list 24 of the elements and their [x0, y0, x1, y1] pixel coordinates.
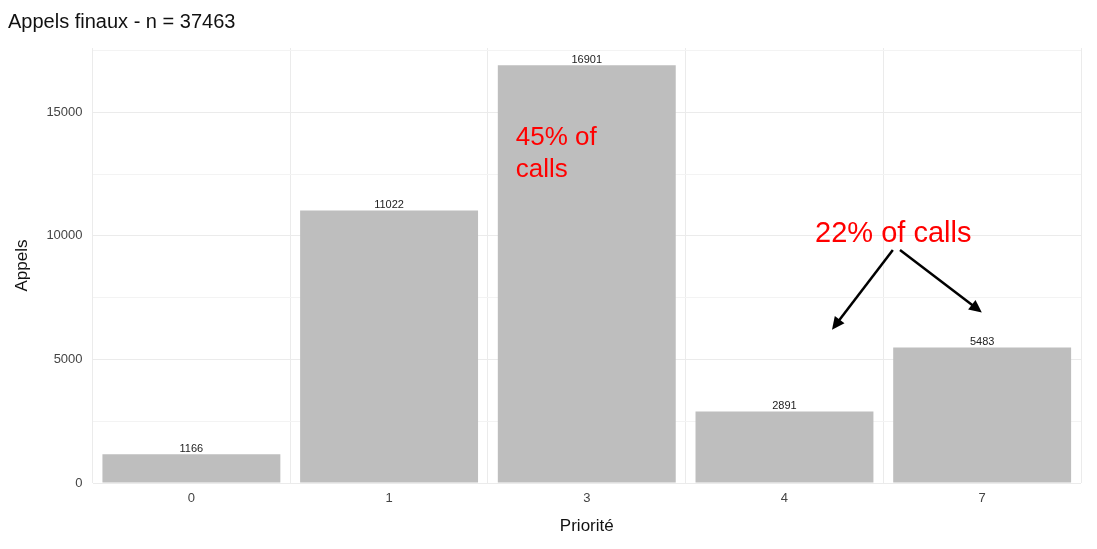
bar	[497, 65, 676, 483]
bar	[893, 347, 1072, 483]
bar	[102, 454, 281, 483]
y-tick-label: 15000	[46, 103, 83, 119]
x-tick-label: 4	[780, 490, 789, 506]
y-tick-label: 0	[75, 474, 83, 490]
data-label: 11022	[374, 198, 404, 211]
x-tick-label: 0	[187, 490, 196, 506]
annotation: 45% of calls	[515, 120, 598, 183]
x-axis-title: Priorité	[559, 516, 614, 536]
y-axis-title: Appels	[11, 239, 31, 292]
data-label: 2891	[772, 399, 797, 412]
data-label: 5483	[969, 335, 995, 348]
y-tick-label: 10000	[46, 227, 83, 243]
chart-title: Appels finaux - n = 37463	[8, 9, 236, 32]
bar	[300, 210, 479, 483]
x-tick-label: 7	[978, 490, 986, 506]
data-label: 16901	[571, 52, 603, 65]
data-label: 1166	[179, 441, 204, 454]
x-tick-label: 1	[385, 490, 393, 506]
bar	[695, 411, 874, 483]
annotation: 22% of calls	[815, 216, 972, 250]
y-tick-label: 5000	[53, 351, 83, 366]
x-tick-label: 3	[583, 490, 591, 506]
